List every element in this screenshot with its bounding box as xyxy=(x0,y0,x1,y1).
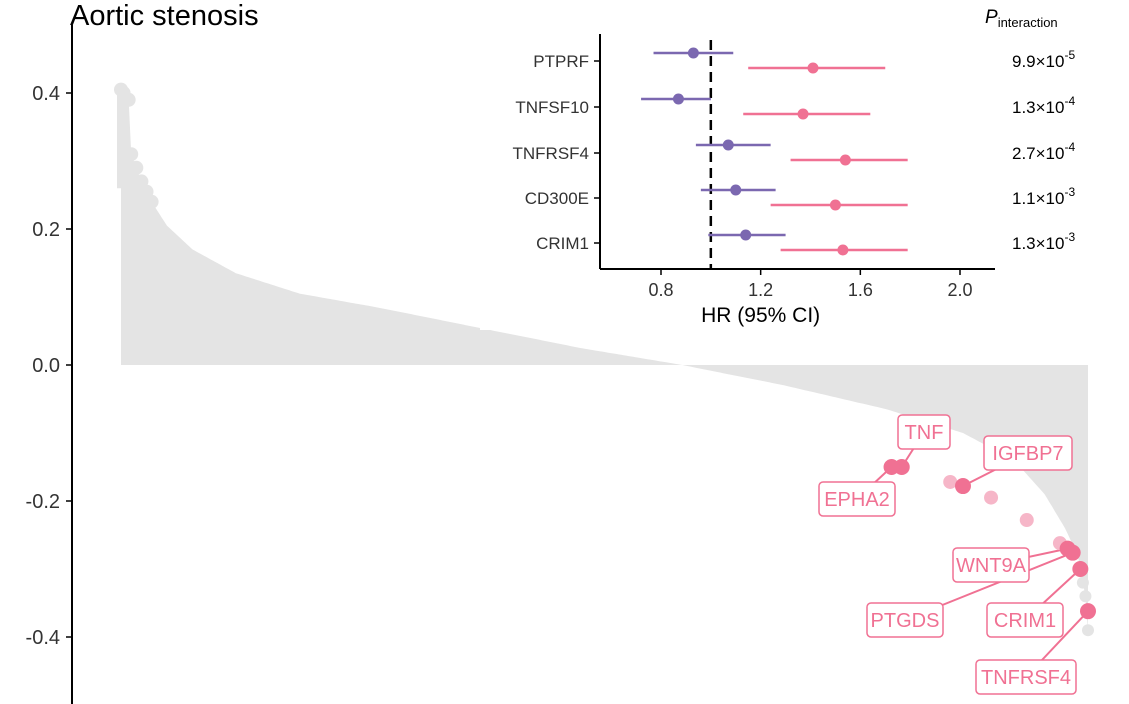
effect-area xyxy=(121,89,1088,631)
p-subscript: interaction xyxy=(998,15,1058,30)
estimate-point-pink xyxy=(807,62,819,74)
inset-x-axis-title: HR (95% CI) xyxy=(701,304,820,327)
gene-label: TNFRSF4 xyxy=(981,667,1071,689)
point-grey xyxy=(121,92,136,107)
point-grey xyxy=(129,160,144,175)
p-value-mantissa: 1.3×10 xyxy=(1012,98,1064,117)
gene-label: WNT9A xyxy=(956,555,1027,577)
main-plot: 0.4 0.2 0.0 -0.2 -0.4 TNF EPHA2 IGFBP7 WNT9A PTGD… xyxy=(26,25,1096,704)
p-symbol: P xyxy=(985,7,998,28)
point-grey xyxy=(1079,590,1092,603)
y-tick-label: 0.0 xyxy=(32,355,60,377)
highlighted-point xyxy=(984,490,999,505)
highlighted-point xyxy=(1080,603,1096,620)
p-value-exponent: -3 xyxy=(1064,230,1075,244)
estimate-point-purple xyxy=(730,184,742,196)
estimate-point-pink xyxy=(797,108,809,120)
p-value-mantissa: 1.1×10 xyxy=(1012,189,1064,208)
inset-x-tick-label: 0.8 xyxy=(648,280,673,300)
estimate-point-pink xyxy=(839,154,851,166)
estimate-point-purple xyxy=(687,47,699,59)
gene-label: PTGDS xyxy=(871,610,940,632)
forest-plot-inset: 0.8 1.2 1.6 2.0 HR (95% CI) Pinteraction PTPRF… xyxy=(480,7,1120,330)
p-value-exponent: -5 xyxy=(1064,48,1075,62)
point-grey xyxy=(1076,576,1089,589)
y-tick-label: -0.4 xyxy=(26,627,60,649)
highlighted-point xyxy=(1064,544,1081,561)
inset-x-tick-label: 1.6 xyxy=(848,280,873,300)
row-label: TNFSF10 xyxy=(515,98,589,117)
chart-title: Aortic stenosis xyxy=(70,0,259,32)
y-tick-label: 0.4 xyxy=(32,83,60,105)
highlighted-point xyxy=(883,459,900,475)
point-grey xyxy=(124,147,139,162)
gene-label: IGFBP7 xyxy=(992,443,1063,465)
p-value: 1.1×10-3 xyxy=(1012,185,1075,208)
p-value: 9.9×10-5 xyxy=(1012,48,1075,71)
p-value-mantissa: 9.9×10 xyxy=(1012,52,1064,71)
estimate-point-purple xyxy=(672,93,684,105)
gene-label-box xyxy=(983,435,1073,471)
point-grey xyxy=(144,194,159,209)
p-value-exponent: -4 xyxy=(1064,94,1075,108)
row-label: PTPRF xyxy=(533,52,589,71)
gene-label-box xyxy=(897,414,951,450)
p-value-mantissa: 1.3×10 xyxy=(1012,234,1064,253)
gene-label: CRIM1 xyxy=(994,610,1056,632)
p-value: 1.3×10-3 xyxy=(1012,230,1075,253)
highlighted-point xyxy=(1072,561,1089,577)
row-label: CD300E xyxy=(525,189,589,208)
gene-label-box xyxy=(866,602,944,638)
estimate-point-purple xyxy=(722,139,734,151)
highlighted-point xyxy=(943,474,958,489)
highlighted-point xyxy=(1019,513,1034,528)
inset-background xyxy=(480,20,1120,330)
gene-label: TNF xyxy=(905,422,944,444)
gene-label-box xyxy=(986,602,1064,638)
point-grey xyxy=(1082,624,1094,637)
p-value-exponent: -4 xyxy=(1064,140,1075,154)
highlighted-point xyxy=(954,478,971,495)
y-tick-label: -0.2 xyxy=(26,491,60,513)
row-label: CRIM1 xyxy=(536,234,589,253)
p-value: 1.3×10-4 xyxy=(1012,94,1075,117)
p-interaction-header: Pinteraction xyxy=(985,7,1058,30)
p-value-mantissa: 2.7×10 xyxy=(1012,144,1064,163)
estimate-point-purple xyxy=(740,229,752,241)
row-label: TNFRSF4 xyxy=(513,144,590,163)
inset-x-tick-label: 2.0 xyxy=(947,280,972,300)
gene-label-box xyxy=(818,481,896,517)
gene-label: EPHA2 xyxy=(824,489,890,511)
gene-label-box xyxy=(952,547,1030,583)
estimate-point-pink xyxy=(837,244,849,256)
gene-label-box xyxy=(975,659,1077,695)
p-value: 2.7×10-4 xyxy=(1012,140,1075,163)
estimate-point-pink xyxy=(829,199,841,211)
inset-x-tick-label: 1.2 xyxy=(748,280,773,300)
p-value-exponent: -3 xyxy=(1064,185,1075,199)
y-tick-label: 0.2 xyxy=(32,219,60,241)
